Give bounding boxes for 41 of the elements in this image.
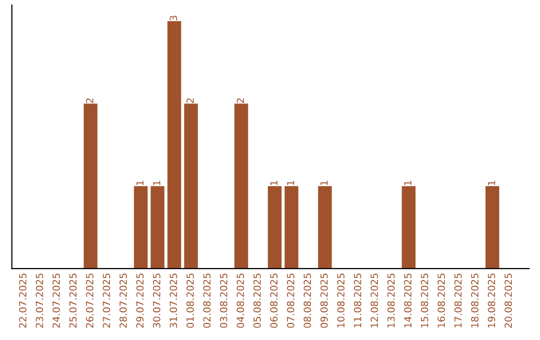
x-tick-label: 28.07.2025 [120, 274, 127, 328]
data-label: 1 [287, 180, 294, 186]
x-tick-label: 18.08.2025 [471, 274, 478, 328]
data-label: 3 [170, 16, 178, 20]
x-tick-label: 11.08.2025 [354, 274, 362, 328]
x-tick-label: 22.07.2025 [19, 274, 26, 328]
x-tick-label: 13.08.2025 [387, 274, 395, 328]
x-tick-label: 08.08.2025 [304, 274, 312, 328]
data-label: 1 [270, 180, 278, 186]
x-tick-label: 10.08.2025 [337, 274, 345, 328]
x-tick-label: 31.07.2025 [170, 274, 178, 328]
x-tick-label: 30.07.2025 [153, 274, 160, 328]
x-tick-label: 23.07.2025 [36, 274, 44, 328]
x-tick-label: 14.08.2025 [404, 274, 412, 328]
x-tick-label: 05.08.2025 [253, 274, 261, 328]
x-tick-label: 25.07.2025 [69, 274, 77, 328]
x-tick-label: 15.08.2025 [420, 274, 428, 328]
data-label: 1 [136, 180, 144, 186]
x-tick-label: 16.08.2025 [438, 274, 445, 328]
x-tick-label: 09.08.2025 [320, 274, 328, 328]
x-tick-label: 07.08.2025 [286, 274, 294, 328]
data-label: 1 [404, 180, 412, 186]
x-tick-label: 24.07.2025 [52, 274, 60, 328]
data-label: 2 [236, 98, 244, 103]
data-label: 1 [320, 180, 328, 186]
x-tick-label: 04.08.2025 [236, 274, 244, 328]
x-tick-label: 26.07.2025 [86, 274, 94, 328]
data-label: 1 [153, 180, 160, 186]
data-label: 2 [186, 98, 194, 103]
x-tick-label: 06.08.2025 [270, 274, 278, 328]
x-tick-label: 29.07.2025 [136, 274, 144, 328]
x-tick-label: 12.08.2025 [370, 274, 378, 328]
x-tick-label: 27.07.2025 [102, 274, 110, 328]
x-tick-label: 17.08.2025 [454, 274, 462, 328]
data-label: 1 [488, 180, 496, 186]
x-tick-label: 02.08.2025 [203, 274, 211, 328]
x-tick-label: 01.08.2025 [186, 274, 194, 328]
x-tick-label: 19.08.2025 [488, 274, 496, 328]
x-tick-label: 20.08.2025 [504, 274, 512, 328]
x-tick-label: 03.08.2025 [220, 274, 228, 328]
data-label: 2 [86, 98, 94, 103]
